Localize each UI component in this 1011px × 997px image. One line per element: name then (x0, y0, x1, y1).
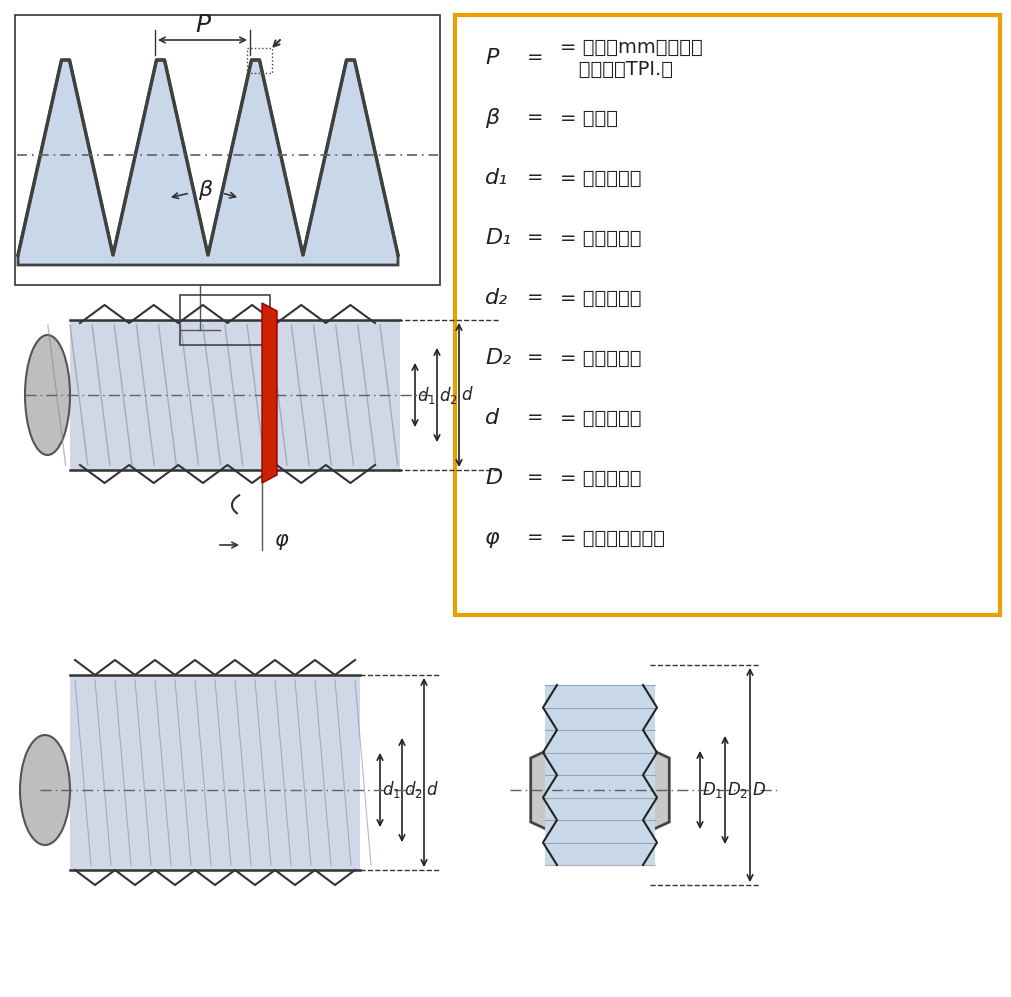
FancyBboxPatch shape (455, 15, 999, 615)
Text: = 外螺纹中径: = 外螺纹中径 (559, 288, 641, 307)
Bar (545, 685, 654, 865)
Text: $D_1$: $D_1$ (702, 780, 723, 800)
Polygon shape (262, 303, 277, 483)
Text: d₁: d₁ (484, 168, 508, 188)
Text: φ: φ (275, 530, 288, 550)
Text: = 内螺纹中径: = 内螺纹中径 (559, 349, 641, 368)
Bar (70, 675, 360, 870)
Bar (15, 15, 440, 285)
Text: D: D (484, 468, 501, 488)
Text: =: = (527, 528, 543, 547)
Text: =: = (527, 409, 543, 428)
Text: $D$: $D$ (751, 781, 765, 799)
Text: $d_1$: $d_1$ (381, 780, 400, 801)
Text: =: = (527, 109, 543, 128)
Text: = 螺纹的螺旋升角: = 螺纹的螺旋升角 (559, 528, 664, 547)
Bar (70, 320, 399, 470)
Text: d₂: d₂ (484, 288, 508, 308)
Polygon shape (18, 60, 397, 265)
Ellipse shape (25, 335, 70, 455)
Text: $D_2$: $D_2$ (726, 780, 747, 800)
Text: = 内螺纹小径: = 内螺纹小径 (559, 228, 641, 247)
Polygon shape (530, 726, 668, 854)
Bar (180, 295, 270, 345)
Text: β: β (198, 180, 212, 200)
Text: =: = (527, 168, 543, 187)
Text: = 内螺纹大径: = 内螺纹大径 (559, 469, 641, 488)
Text: =: = (527, 49, 543, 68)
Text: P: P (195, 13, 210, 37)
Text: D₂: D₂ (484, 348, 511, 368)
Text: d: d (484, 408, 498, 428)
Text: =: = (527, 288, 543, 307)
Text: φ: φ (484, 528, 499, 548)
Text: $d_1$: $d_1$ (417, 385, 436, 406)
Text: $d$: $d$ (461, 386, 473, 404)
Text: = 螺距，mm或每英寸
   螺纹数（TPI.）: = 螺距，mm或每英寸 螺纹数（TPI.） (559, 38, 702, 79)
Text: $d_2$: $d_2$ (439, 385, 457, 406)
Text: $d$: $d$ (426, 781, 438, 799)
Text: = 外螺纹小径: = 外螺纹小径 (559, 168, 641, 187)
Text: β: β (484, 108, 498, 128)
Text: P: P (484, 48, 497, 68)
Text: = 外螺纹大径: = 外螺纹大径 (559, 409, 641, 428)
Text: =: = (527, 469, 543, 488)
Text: =: = (527, 349, 543, 368)
Ellipse shape (20, 735, 70, 845)
Text: D₁: D₁ (484, 228, 511, 248)
Text: $d_2$: $d_2$ (403, 780, 423, 801)
Bar (247, 48, 272, 73)
Text: = 牙型角: = 牙型角 (559, 109, 618, 128)
Text: =: = (527, 228, 543, 247)
